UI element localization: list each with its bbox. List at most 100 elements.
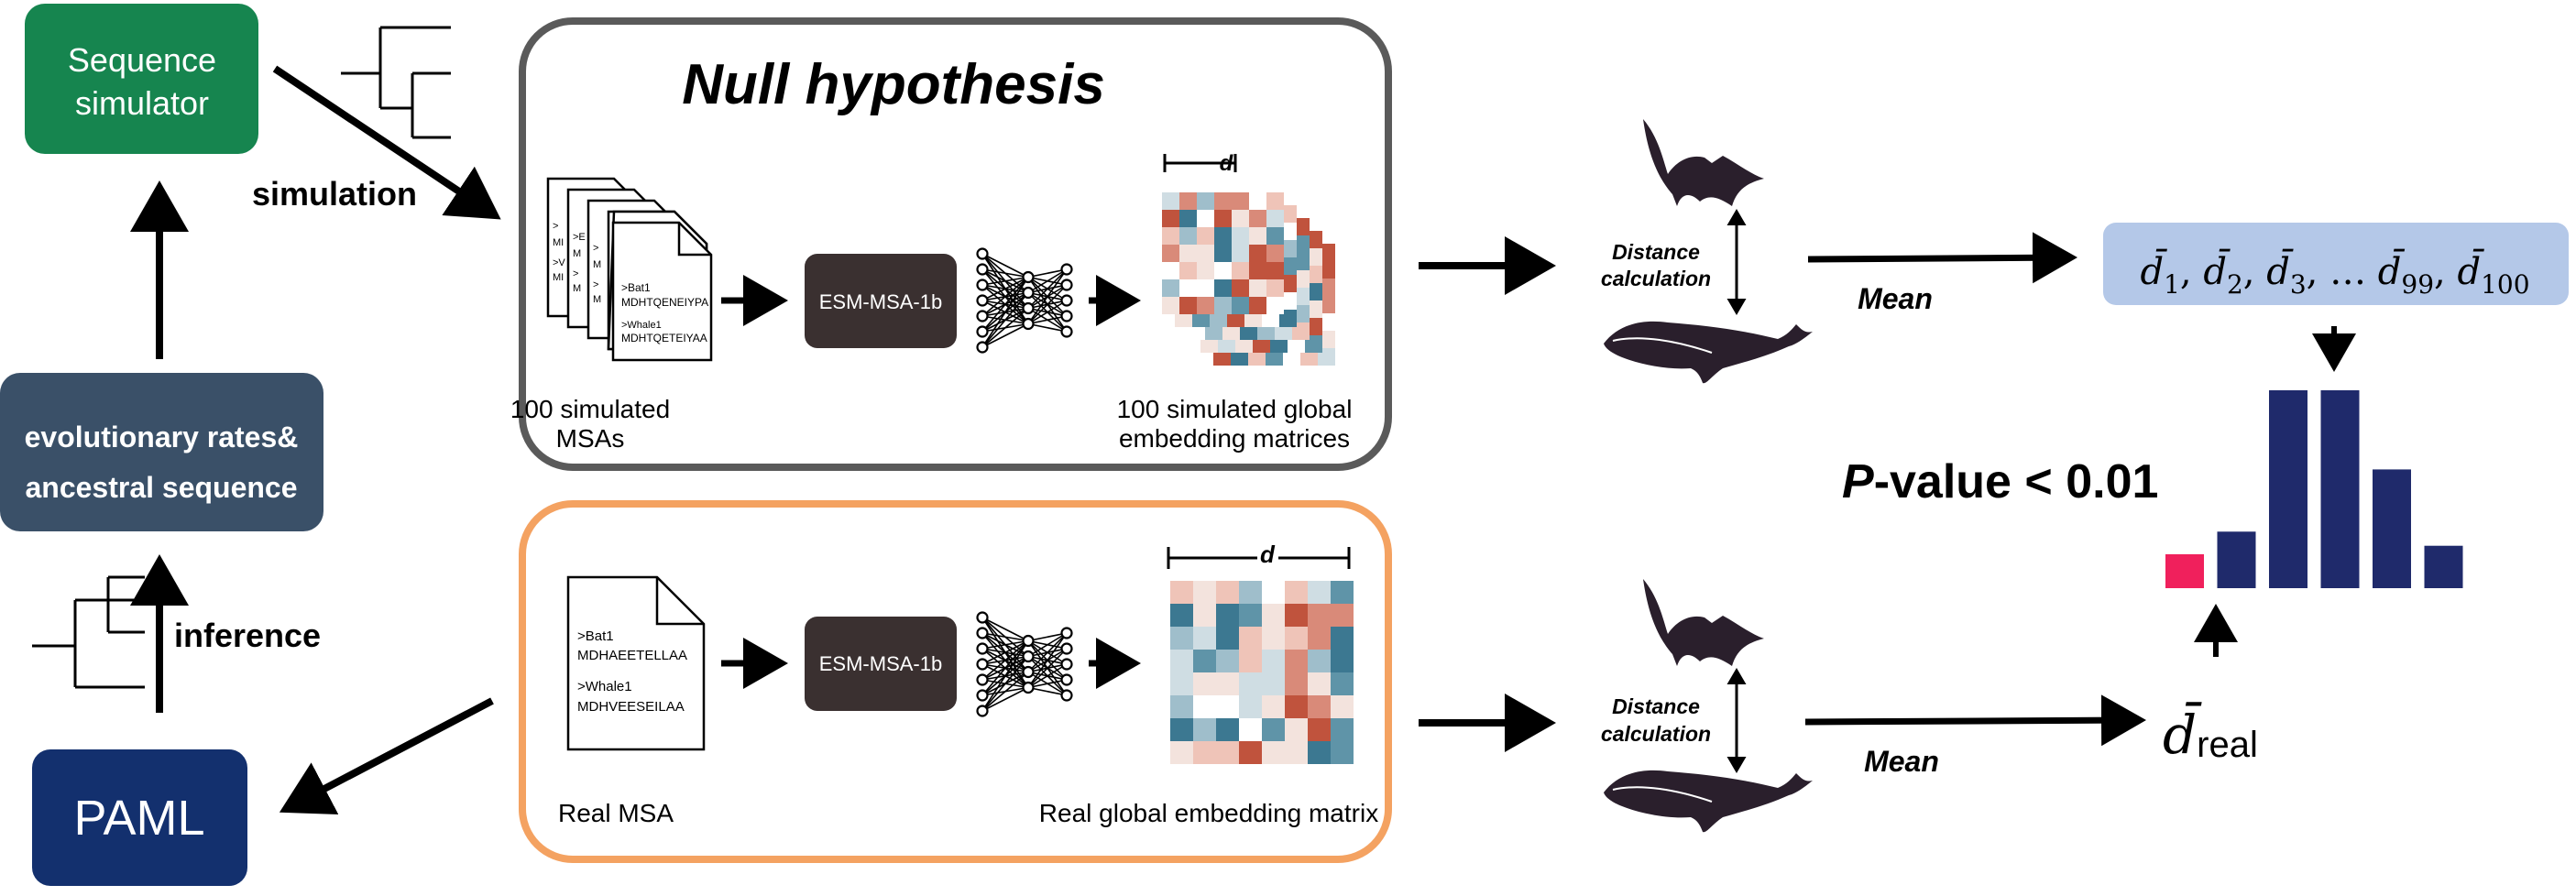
- simulator-label-2: simulator: [75, 84, 209, 122]
- d-label: d: [1220, 151, 1234, 176]
- heatmap-cell: [1239, 627, 1262, 650]
- heatmap-cell: [1249, 227, 1266, 245]
- mean-arrow-bottom: [1804, 694, 2146, 747]
- heatmap-cell: [1266, 245, 1284, 262]
- heatmap-cell: [1216, 627, 1239, 650]
- heatmap-cell: [1179, 192, 1197, 210]
- heatmap-cell: [1331, 627, 1354, 650]
- bat-icon: [1643, 579, 1764, 666]
- heatmap-cell: [1162, 210, 1179, 227]
- heatmap-cell: [1216, 650, 1239, 672]
- mean-subscript: 99: [2401, 269, 2434, 300]
- svg-text:>: >: [593, 243, 598, 254]
- nn-node: [1022, 681, 1035, 694]
- mean-sep: ,: [2434, 251, 2446, 293]
- heatmap-cell: [1285, 695, 1308, 718]
- heatmap-cell: [1331, 741, 1354, 764]
- heatmap-cell: [1239, 718, 1262, 741]
- d-real-symbol: d̄: [2163, 701, 2202, 766]
- bar-null: [2424, 545, 2463, 588]
- heatmap-cell: [1193, 672, 1216, 695]
- document-icon: >Bat1 MDHAEETELLAA >Whale1 MDHVEESEILAA: [566, 575, 706, 751]
- heatmap-cell: [1308, 581, 1331, 604]
- nn-node: [976, 611, 989, 624]
- null-emb-label-1: 100 simulated global: [1117, 395, 1353, 423]
- distance-label-1: Distance: [1612, 240, 1700, 264]
- heatmap-cell: [1214, 210, 1232, 227]
- heatmap-cell: [1262, 672, 1285, 695]
- doc-line-2: MDHTQENEIYPA: [621, 296, 708, 309]
- nn-node: [976, 325, 989, 338]
- heatmap-cell: [1239, 672, 1262, 695]
- esm-model-box: ESM-MSA-1b: [805, 617, 957, 711]
- neural-network-icon: [976, 611, 1073, 717]
- mean-sep: ,: [2180, 251, 2192, 293]
- nn-node: [976, 341, 989, 354]
- heatmap-cell: [1214, 279, 1232, 297]
- heatmap-cell: [1308, 741, 1331, 764]
- heatmap-cell: [1239, 581, 1262, 604]
- whale-icon: [1604, 770, 1813, 833]
- heatmap-cell: [1285, 718, 1308, 741]
- nn-node: [976, 310, 989, 322]
- paml-label: PAML: [73, 791, 204, 846]
- nn-node: [1060, 673, 1073, 686]
- heatmap-cell: [1262, 741, 1285, 764]
- heatmap-cell: [1249, 279, 1266, 297]
- bat-icon: [1643, 119, 1764, 206]
- heatmap-cell: [1214, 297, 1232, 314]
- heatmap-cell: [1285, 627, 1308, 650]
- nn-node: [976, 689, 989, 702]
- heatmap-cell: [1232, 262, 1249, 279]
- heatmap-stack-icon: [1162, 192, 1335, 366]
- heatmap-cell: [1214, 245, 1232, 262]
- heatmap-cell: [1162, 227, 1179, 245]
- heatmap-cell: [1179, 279, 1197, 297]
- nn-node: [1060, 310, 1073, 322]
- heatmap-cell: [1266, 210, 1284, 227]
- heatmap-cell: [1179, 227, 1197, 245]
- nn-node: [1060, 642, 1073, 655]
- nn-node: [1060, 658, 1073, 671]
- bar-null: [2269, 390, 2307, 588]
- null-msa-label-2: MSAs: [556, 424, 625, 453]
- d-dimension-bracket: [1167, 547, 1351, 569]
- mean-sep: ,: [2307, 251, 2318, 293]
- heatmap-cell: [1170, 741, 1193, 764]
- rates-label-2: ancestral sequence: [25, 471, 297, 504]
- heatmap-cell: [1170, 581, 1193, 604]
- mean-subscript: 3: [2290, 269, 2307, 300]
- heatmap-cell: [1179, 262, 1197, 279]
- heatmap-cell: [1262, 695, 1285, 718]
- nn-node: [976, 263, 989, 276]
- document-icon: >Bat1 MDHTQENEIYPA >Whale1 MDHTQETEIYAA: [611, 221, 713, 362]
- rates-label-1: evolutionary rates&: [25, 421, 299, 453]
- doc-line-1: >Bat1: [621, 281, 651, 294]
- heatmap-cell: [1285, 650, 1308, 672]
- svg-text:>V: >V: [553, 257, 565, 268]
- mean-subscript: 2: [2227, 269, 2243, 300]
- heatmap-cell: [1249, 245, 1266, 262]
- heatmap-cell: [1162, 245, 1179, 262]
- bar-null: [2217, 531, 2256, 588]
- nn-node: [1022, 286, 1035, 300]
- real-panel: [519, 500, 1392, 863]
- heatmap-cell: [1262, 604, 1285, 627]
- heatmap-cell: [1193, 604, 1216, 627]
- heatmap-cell: [1285, 672, 1308, 695]
- null-means-box: [2103, 223, 2569, 305]
- heatmap-cell: [1197, 210, 1214, 227]
- heatmap-cell: [1170, 604, 1193, 627]
- mean-label-bottom: Mean: [1864, 745, 1939, 778]
- heatmap-cell: [1197, 192, 1214, 210]
- heatmap-cell: [1197, 297, 1214, 314]
- heatmap-cell: [1170, 672, 1193, 695]
- inference-label: inference: [174, 617, 321, 654]
- heatmap-cell: [1170, 695, 1193, 718]
- heatmap-cell: [1239, 650, 1262, 672]
- heatmap-cell: [1216, 741, 1239, 764]
- heatmap-cell: [1262, 650, 1285, 672]
- nn-node: [976, 705, 989, 717]
- nn-node: [1060, 263, 1073, 276]
